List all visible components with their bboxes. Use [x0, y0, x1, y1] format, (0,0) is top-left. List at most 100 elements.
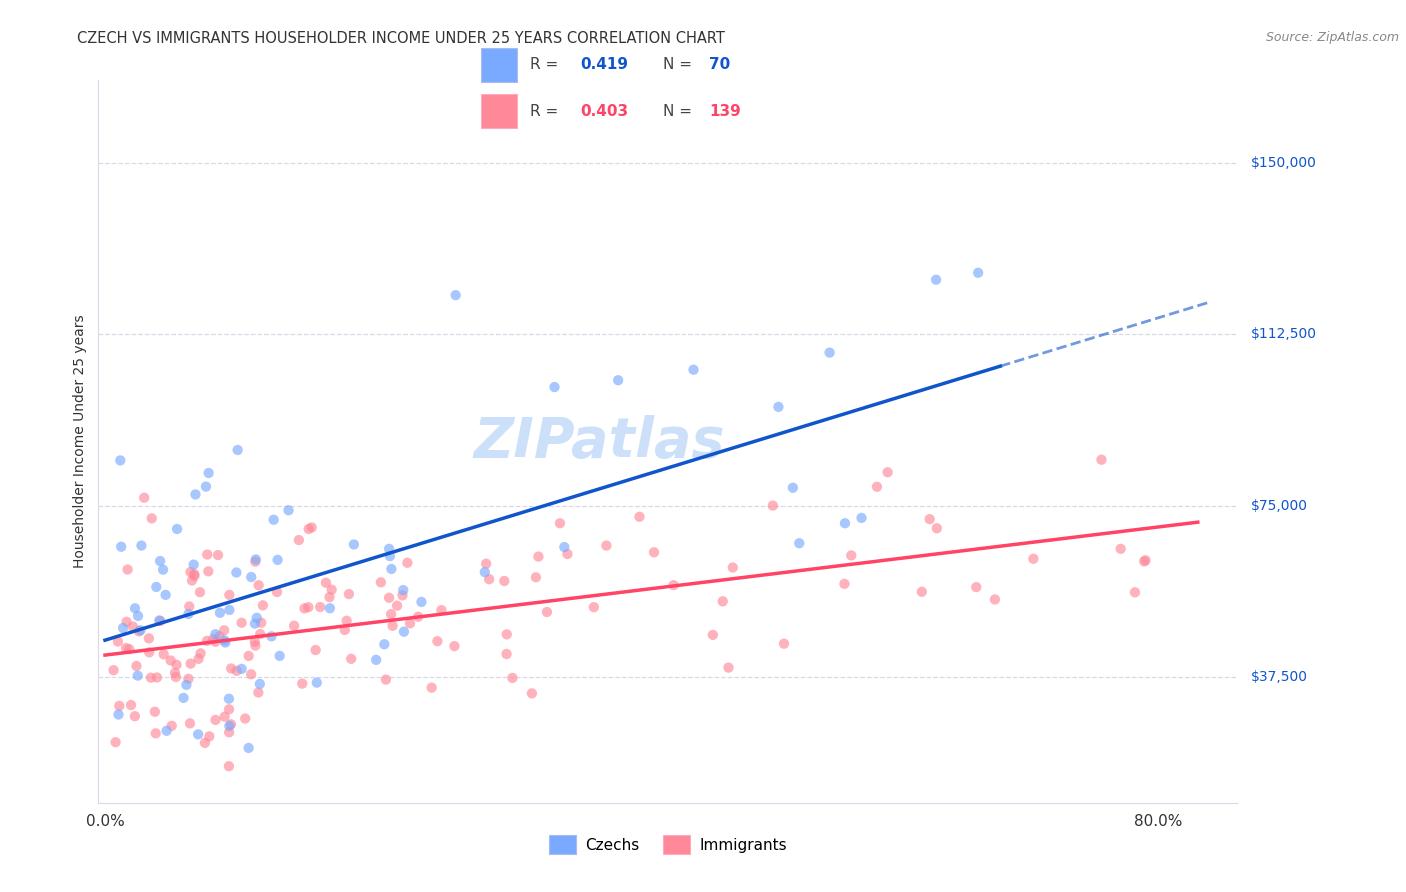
Point: [380, 607, 402, 622]
Point: [163, 665, 186, 680]
Point: [762, 499, 785, 513]
Point: [214, 633, 236, 648]
Point: [1022, 551, 1045, 566]
Point: [129, 624, 152, 638]
Point: [124, 709, 146, 723]
Text: N =: N =: [662, 103, 696, 119]
Text: R =: R =: [530, 57, 564, 72]
Point: [495, 647, 517, 661]
Point: [249, 627, 271, 641]
Point: [145, 580, 167, 594]
Point: [702, 628, 724, 642]
Point: [717, 660, 740, 674]
Point: [176, 678, 198, 692]
Point: [195, 634, 218, 648]
Text: $150,000: $150,000: [1251, 155, 1317, 169]
Point: [269, 648, 291, 663]
Text: ZIPatlas: ZIPatlas: [474, 415, 725, 468]
Text: 0.403: 0.403: [581, 103, 628, 119]
Point: [243, 634, 266, 648]
Point: [319, 601, 342, 615]
Point: [396, 556, 419, 570]
Point: [160, 719, 183, 733]
Point: [246, 611, 269, 625]
Point: [343, 537, 366, 551]
Text: N =: N =: [662, 57, 696, 72]
Point: [277, 503, 299, 517]
Point: [426, 634, 449, 648]
Point: [179, 716, 201, 731]
Text: 139: 139: [709, 103, 741, 119]
Point: [375, 673, 398, 687]
Text: 0.419: 0.419: [581, 57, 628, 72]
Point: [195, 548, 218, 562]
Point: [204, 634, 226, 648]
Point: [768, 400, 790, 414]
Point: [520, 686, 543, 700]
Point: [240, 667, 263, 681]
Point: [148, 614, 170, 628]
Legend: Czechs, Immigrants: Czechs, Immigrants: [543, 830, 793, 860]
Point: [301, 520, 323, 534]
Point: [219, 717, 242, 731]
Point: [773, 637, 796, 651]
Point: [139, 671, 162, 685]
Point: [143, 705, 166, 719]
Y-axis label: Householder Income Under 25 years: Householder Income Under 25 years: [73, 315, 87, 568]
Point: [524, 570, 547, 584]
Point: [204, 627, 226, 641]
Point: [218, 603, 240, 617]
Point: [378, 591, 401, 605]
Point: [501, 671, 523, 685]
Point: [180, 657, 202, 671]
Point: [340, 652, 363, 666]
Point: [475, 557, 498, 571]
Point: [188, 585, 211, 599]
Point: [166, 657, 188, 672]
Point: [198, 730, 221, 744]
Point: [115, 641, 138, 656]
Point: [967, 266, 990, 280]
Point: [478, 572, 501, 586]
Point: [226, 442, 249, 457]
Point: [108, 698, 131, 713]
Point: [218, 725, 240, 739]
Point: [117, 562, 139, 576]
Point: [682, 362, 704, 376]
Point: [628, 509, 651, 524]
Point: [243, 616, 266, 631]
Point: [834, 516, 856, 531]
Point: [194, 736, 217, 750]
Point: [110, 453, 132, 467]
Point: [474, 565, 496, 579]
Point: [536, 605, 558, 619]
Point: [392, 624, 415, 639]
Point: [787, 536, 810, 550]
Point: [146, 670, 169, 684]
Point: [607, 373, 630, 387]
Point: [218, 759, 240, 773]
Point: [548, 516, 571, 531]
Point: [315, 575, 337, 590]
Point: [138, 645, 160, 659]
Point: [110, 540, 132, 554]
Point: [104, 735, 127, 749]
Point: [131, 539, 153, 553]
Point: [166, 522, 188, 536]
Point: [165, 670, 187, 684]
Point: [127, 668, 149, 682]
Point: [122, 619, 145, 633]
Point: [194, 480, 217, 494]
Point: [984, 592, 1007, 607]
Point: [399, 616, 422, 631]
Point: [207, 548, 229, 562]
Point: [141, 511, 163, 525]
Point: [839, 549, 862, 563]
Point: [179, 599, 201, 614]
Point: [370, 575, 392, 590]
Point: [103, 663, 125, 677]
Point: [208, 606, 231, 620]
Point: [527, 549, 550, 564]
Point: [125, 659, 148, 673]
Point: [180, 565, 202, 579]
